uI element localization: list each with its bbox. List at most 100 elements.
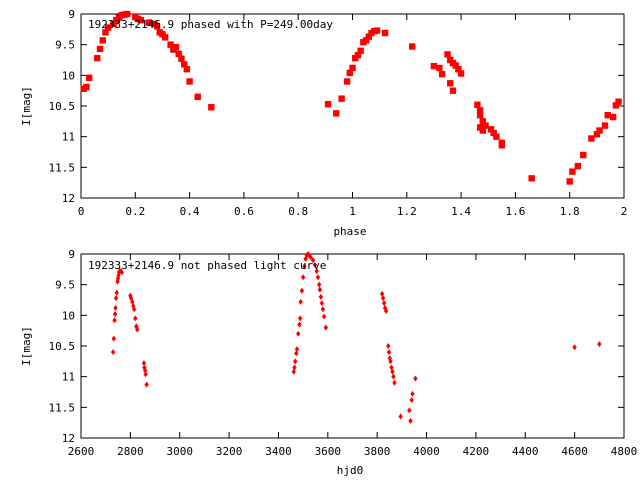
data-point [612,102,620,109]
y-tick-labels: 9 9.5 10 10.5 11 11.5 12 [49,248,76,445]
data-point [455,66,462,73]
x-tick-labels: 0 0.2 0.4 0.6 0.8 1 1.2 1.4 1.6 1.8 2 [78,205,628,218]
data-point [482,122,489,129]
data-point [112,311,118,318]
y-tick-label: 10 [62,309,75,322]
y-tick-label: 9.5 [55,279,75,292]
data-point [133,315,138,322]
y-tick-label: 10.5 [49,100,76,113]
y-tick-label: 12 [62,432,75,445]
y-axis-label: I[mag] [20,326,33,366]
data-point [137,16,144,24]
data-point [128,295,134,302]
y-tick-label: 9.5 [55,39,75,52]
data-point [312,262,318,269]
data-point [333,110,340,117]
x-tick-label: 4400 [512,445,539,458]
y-tick-label: 9 [68,8,75,21]
data-point [490,129,497,137]
data-point [391,373,396,380]
data-point [487,126,495,133]
data-point [498,142,506,149]
data-point [96,45,104,53]
data-point [430,62,438,70]
data-point [444,51,451,58]
data-point [297,321,302,328]
y-axis-label: I[mag] [20,86,33,126]
data-point [293,358,298,365]
data-point [604,112,611,119]
data-point [172,43,180,51]
data-point [447,80,454,87]
y-tick-label: 10.5 [49,340,76,353]
data-point [142,367,148,374]
data-point [346,69,353,77]
x-tick-label: 3000 [166,445,193,458]
data-point [593,131,601,138]
data-point [408,417,413,424]
data-point [390,368,395,375]
data-point [615,98,622,105]
axis-ticks [80,253,625,439]
data-point [588,135,595,142]
data-point [112,317,117,324]
data-point [566,178,573,185]
axis-ticks [80,13,625,199]
data-point [114,289,119,296]
data-point [381,29,389,37]
x-tick-label: 4000 [413,445,440,458]
x-axis-label: hjd0 [337,464,364,477]
data-point [457,70,465,77]
data-point [354,51,362,59]
data-point [145,19,153,26]
data-point [324,100,332,108]
data-point [413,375,418,382]
data-point [474,101,481,108]
data-point [111,335,117,342]
data-point [294,350,299,357]
data-point [110,349,116,356]
phased-light-curve-panel: 0 0.2 0.4 0.6 0.8 1 1.2 1.4 1.6 1.8 2 9 9.5 10 10.5 11… [20,8,627,238]
x-tick-label: 1.6 [505,205,525,218]
data-point [186,78,193,85]
data-point [569,168,576,175]
x-tick-label: 1.2 [397,205,417,218]
data-point [110,20,117,28]
data-point [410,390,415,397]
data-point [409,396,414,403]
data-point [479,118,487,125]
data-point [365,33,372,40]
data-point [386,343,391,349]
data-point [349,64,356,72]
x-axis-label: phase [333,225,366,238]
data-point [601,122,609,129]
data-point [308,254,313,261]
raw-light-curve-panel: 2600 2800 3000 3200 3400 3600 3800 4000 4200 4400… [20,248,637,477]
data-point [299,287,305,294]
x-tick-label: 1.4 [451,205,471,218]
x-tick-label: 1.8 [560,205,580,218]
data-point [318,293,324,300]
x-tick-label: 0 [78,205,85,218]
data-point [194,93,201,100]
data-point [438,70,446,78]
y-tick-label: 10 [62,69,75,82]
data-point [178,55,185,62]
x-tick-label: 0.8 [288,205,308,218]
data-point [386,349,392,356]
data-point [294,346,300,353]
data-point [392,379,397,386]
data-point [316,281,322,288]
y-tick-label: 11 [62,131,75,144]
chart-title: 192333+2146.9 not phased light curve [88,259,326,272]
data-points [110,251,602,424]
data-point [574,162,582,170]
data-points [80,10,622,185]
data-point [315,274,321,281]
y-tick-label: 11.5 [49,401,76,414]
x-tick-label: 0.4 [180,205,200,218]
y-tick-label: 12 [62,192,75,205]
data-point [123,10,131,18]
data-point [321,313,327,320]
x-tick-label: 0.2 [125,205,145,218]
